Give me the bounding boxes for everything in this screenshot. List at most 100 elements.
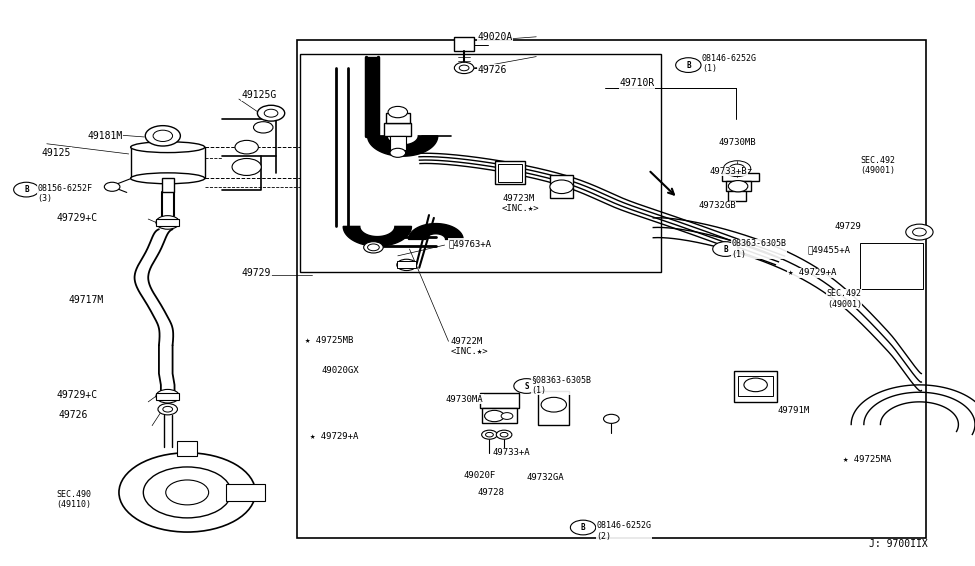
Bar xyxy=(226,484,265,501)
Bar xyxy=(550,175,573,198)
Text: B: B xyxy=(24,185,28,194)
Text: ★ 49729+A: ★ 49729+A xyxy=(310,432,359,441)
Bar xyxy=(738,376,773,396)
Circle shape xyxy=(388,106,408,118)
Circle shape xyxy=(368,244,379,251)
Text: B: B xyxy=(581,523,585,532)
Circle shape xyxy=(496,430,512,439)
Bar xyxy=(726,181,751,191)
Text: 49732GB: 49732GB xyxy=(698,201,736,210)
Ellipse shape xyxy=(131,142,205,153)
Circle shape xyxy=(570,520,596,535)
Text: B: B xyxy=(686,61,690,70)
Text: ★ 49725MA: ★ 49725MA xyxy=(843,455,892,464)
Circle shape xyxy=(153,130,173,142)
Text: 49732GA: 49732GA xyxy=(526,473,565,482)
Bar xyxy=(397,261,416,268)
Circle shape xyxy=(906,224,933,240)
Text: SEC.492
(49001): SEC.492 (49001) xyxy=(827,289,862,308)
Bar xyxy=(860,243,923,289)
Text: 49726: 49726 xyxy=(478,65,507,75)
Circle shape xyxy=(486,432,493,437)
Ellipse shape xyxy=(131,173,205,184)
Circle shape xyxy=(501,413,513,419)
Text: ⁂49763+A: ⁂49763+A xyxy=(448,239,491,248)
Circle shape xyxy=(514,379,539,393)
Bar xyxy=(177,441,197,456)
Circle shape xyxy=(145,126,180,146)
Text: 49722M
<INC.★>: 49722M <INC.★> xyxy=(450,337,488,356)
Circle shape xyxy=(541,397,566,412)
Text: 49717M: 49717M xyxy=(68,295,103,305)
Text: SEC.490
(49110): SEC.490 (49110) xyxy=(57,490,92,509)
Text: 49020GX: 49020GX xyxy=(322,366,360,375)
Circle shape xyxy=(744,378,767,392)
Bar xyxy=(722,173,759,181)
Circle shape xyxy=(500,432,508,437)
Text: 49726: 49726 xyxy=(58,410,88,420)
Polygon shape xyxy=(368,136,438,156)
Circle shape xyxy=(729,164,745,173)
Text: B: B xyxy=(723,245,727,254)
Polygon shape xyxy=(409,224,463,239)
Text: S: S xyxy=(525,381,528,391)
Text: 49729+C: 49729+C xyxy=(57,213,98,224)
Text: SEC.492
(49001): SEC.492 (49001) xyxy=(860,156,895,175)
Text: 49729: 49729 xyxy=(242,268,271,278)
Circle shape xyxy=(158,404,177,415)
Circle shape xyxy=(156,216,179,229)
Circle shape xyxy=(482,430,497,439)
Text: J: 9700IIX: J: 9700IIX xyxy=(870,539,928,549)
Text: ★ 49729+A: ★ 49729+A xyxy=(788,268,837,277)
Circle shape xyxy=(390,148,406,157)
Circle shape xyxy=(713,242,738,256)
Circle shape xyxy=(14,182,39,197)
Text: 08363-6305B
(1): 08363-6305B (1) xyxy=(731,239,786,259)
Text: 49723M
<INC.★>: 49723M <INC.★> xyxy=(502,194,540,213)
Circle shape xyxy=(676,58,701,72)
Text: ⁂49455+A: ⁂49455+A xyxy=(807,246,850,255)
Bar xyxy=(300,54,661,272)
Circle shape xyxy=(257,105,285,121)
Circle shape xyxy=(264,109,278,117)
Bar xyxy=(390,136,406,150)
Circle shape xyxy=(156,389,179,403)
Text: 49020A: 49020A xyxy=(478,32,513,42)
Bar xyxy=(495,161,525,184)
Circle shape xyxy=(485,410,504,422)
Text: 08156-6252F
(3): 08156-6252F (3) xyxy=(37,184,92,203)
Text: 49733+A: 49733+A xyxy=(492,448,530,457)
Bar xyxy=(386,113,410,123)
Circle shape xyxy=(163,406,173,412)
Circle shape xyxy=(166,480,209,505)
Circle shape xyxy=(728,181,748,192)
Bar xyxy=(480,393,519,408)
Text: 49729: 49729 xyxy=(835,222,862,231)
Circle shape xyxy=(454,62,474,74)
Bar xyxy=(454,37,474,51)
Text: 49728: 49728 xyxy=(478,488,505,497)
Text: 49125G: 49125G xyxy=(242,90,277,100)
Text: 49733+B: 49733+B xyxy=(710,167,748,176)
Circle shape xyxy=(232,158,261,175)
Bar xyxy=(480,393,519,408)
Circle shape xyxy=(119,453,255,532)
Text: 49791M: 49791M xyxy=(777,406,809,415)
Bar xyxy=(482,408,517,423)
Circle shape xyxy=(143,467,231,518)
Bar xyxy=(538,391,569,424)
Bar xyxy=(162,178,174,192)
Bar xyxy=(734,371,777,402)
Bar xyxy=(156,393,179,400)
Circle shape xyxy=(364,242,383,253)
Circle shape xyxy=(254,122,273,133)
Circle shape xyxy=(397,259,416,271)
Circle shape xyxy=(604,414,619,423)
Bar xyxy=(498,164,522,182)
Text: 49730MB: 49730MB xyxy=(719,138,757,147)
Circle shape xyxy=(235,140,258,154)
Text: ★ 49725MB: ★ 49725MB xyxy=(305,336,354,345)
Text: 49181M: 49181M xyxy=(88,131,123,141)
Bar xyxy=(728,191,746,201)
Text: 08146-6252G
(2): 08146-6252G (2) xyxy=(597,521,651,541)
